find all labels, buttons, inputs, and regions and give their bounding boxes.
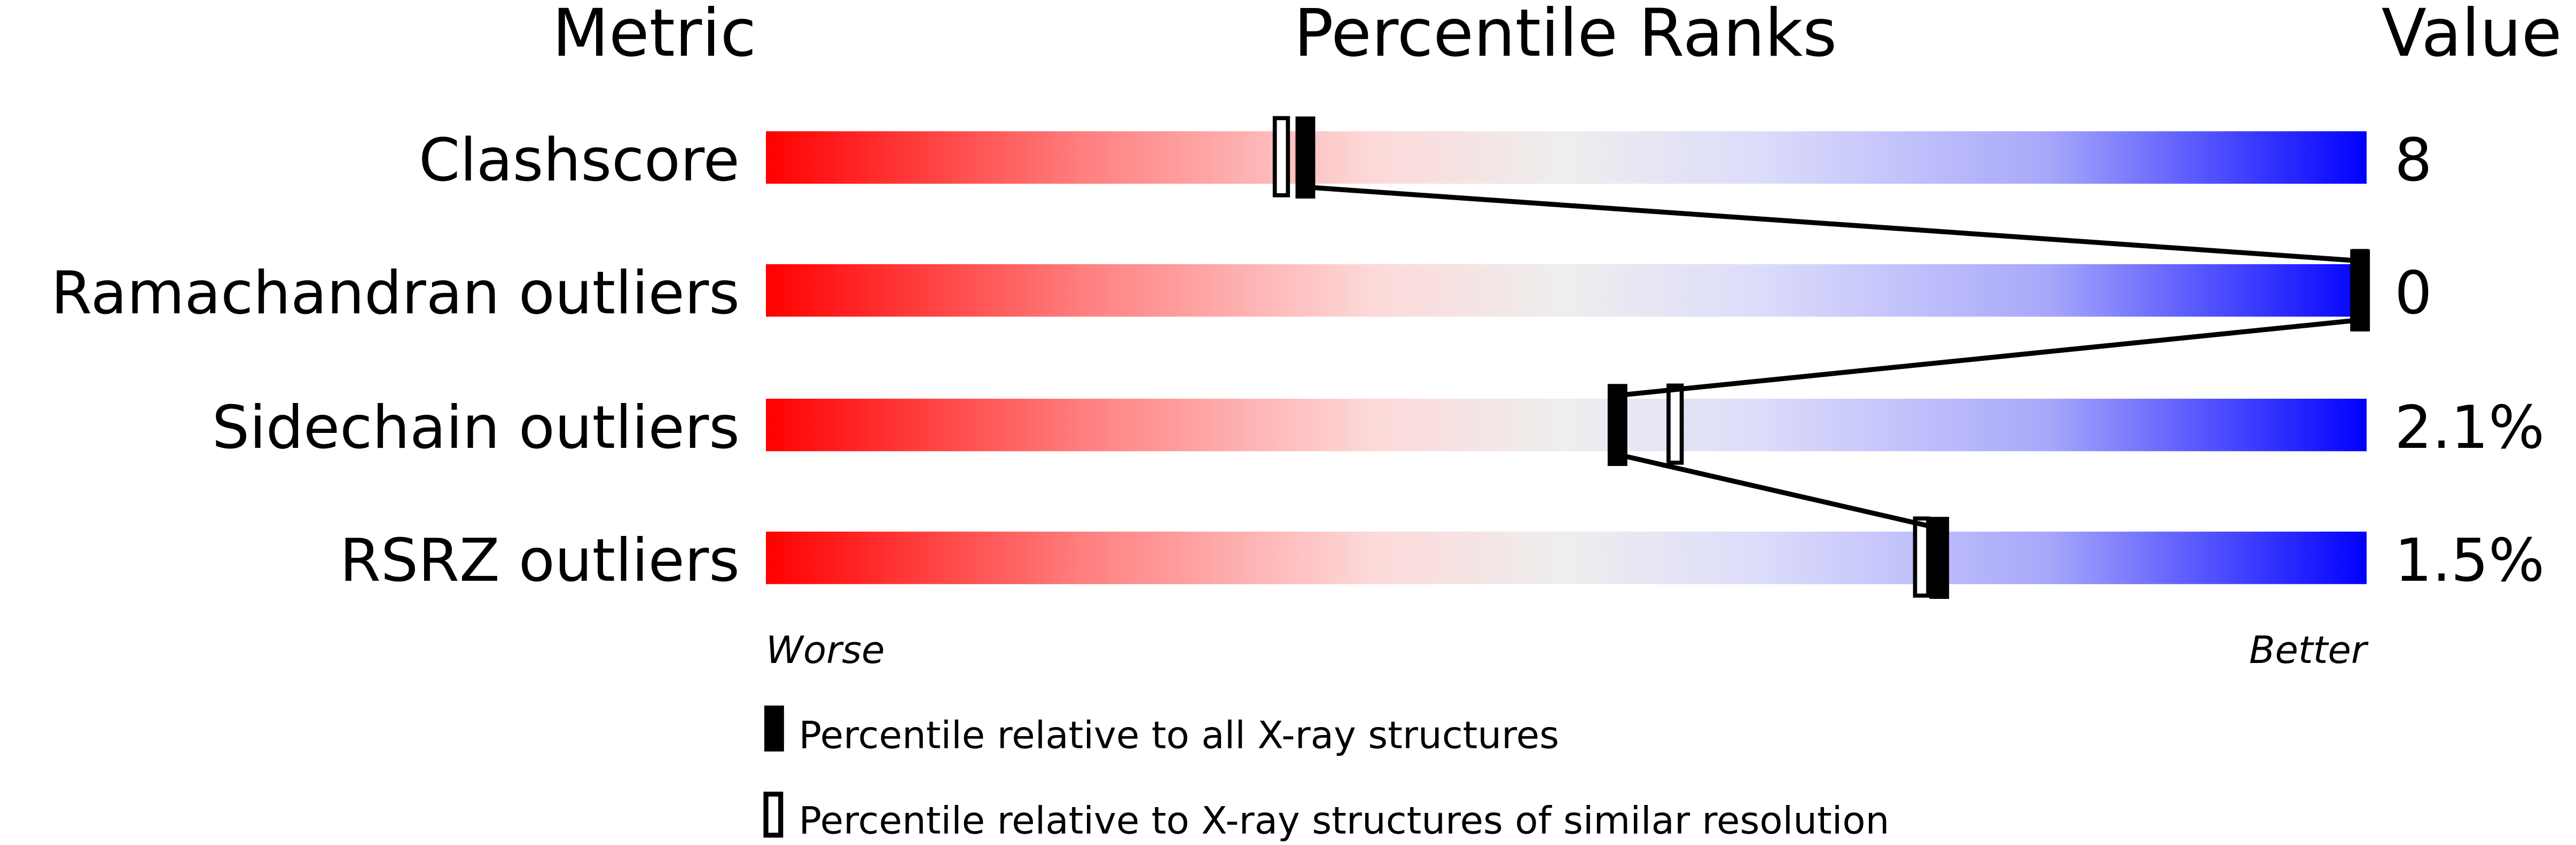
similar-resolution-marker <box>1913 516 1930 598</box>
axis-better-label: Better <box>2249 628 2369 672</box>
header-metric: Metric <box>552 0 756 72</box>
legend-filled-label: Percentile relative to all X-ray structu… <box>799 713 1560 757</box>
all-structures-marker <box>1295 116 1316 199</box>
legend-filled-marker <box>764 705 784 752</box>
all-structures-marker <box>1929 517 1949 599</box>
connector-line <box>1617 452 1940 531</box>
all-structures-marker <box>2350 249 2370 331</box>
percentile-bar <box>766 264 2367 317</box>
metric-value: 8 <box>2394 126 2432 195</box>
legend-open-label: Percentile relative to X-ray structures … <box>799 798 1890 842</box>
header-value: Value <box>2382 0 2562 72</box>
metric-label: Ramachandran outliers <box>51 259 739 328</box>
metric-value: 0 <box>2394 259 2432 328</box>
all-structures-marker <box>1607 384 1627 466</box>
percentile-bar <box>766 131 2367 184</box>
header-percentile-ranks: Percentile Ranks <box>1294 0 1837 72</box>
percentile-bar <box>766 531 2367 585</box>
connector-line <box>1617 317 2361 398</box>
metric-value: 2.1% <box>2394 393 2544 462</box>
similar-resolution-marker <box>1272 116 1290 198</box>
similar-resolution-marker <box>1666 383 1684 465</box>
axis-worse-label: Worse <box>766 628 885 672</box>
metric-label: RSRZ outliers <box>340 526 740 595</box>
metric-value: 1.5% <box>2394 526 2544 595</box>
legend-open-marker <box>763 792 784 838</box>
metric-label: Sidechain outliers <box>212 393 740 462</box>
percentile-bar <box>766 398 2367 452</box>
connector-line <box>1305 184 2361 264</box>
metric-label: Clashscore <box>419 126 740 195</box>
